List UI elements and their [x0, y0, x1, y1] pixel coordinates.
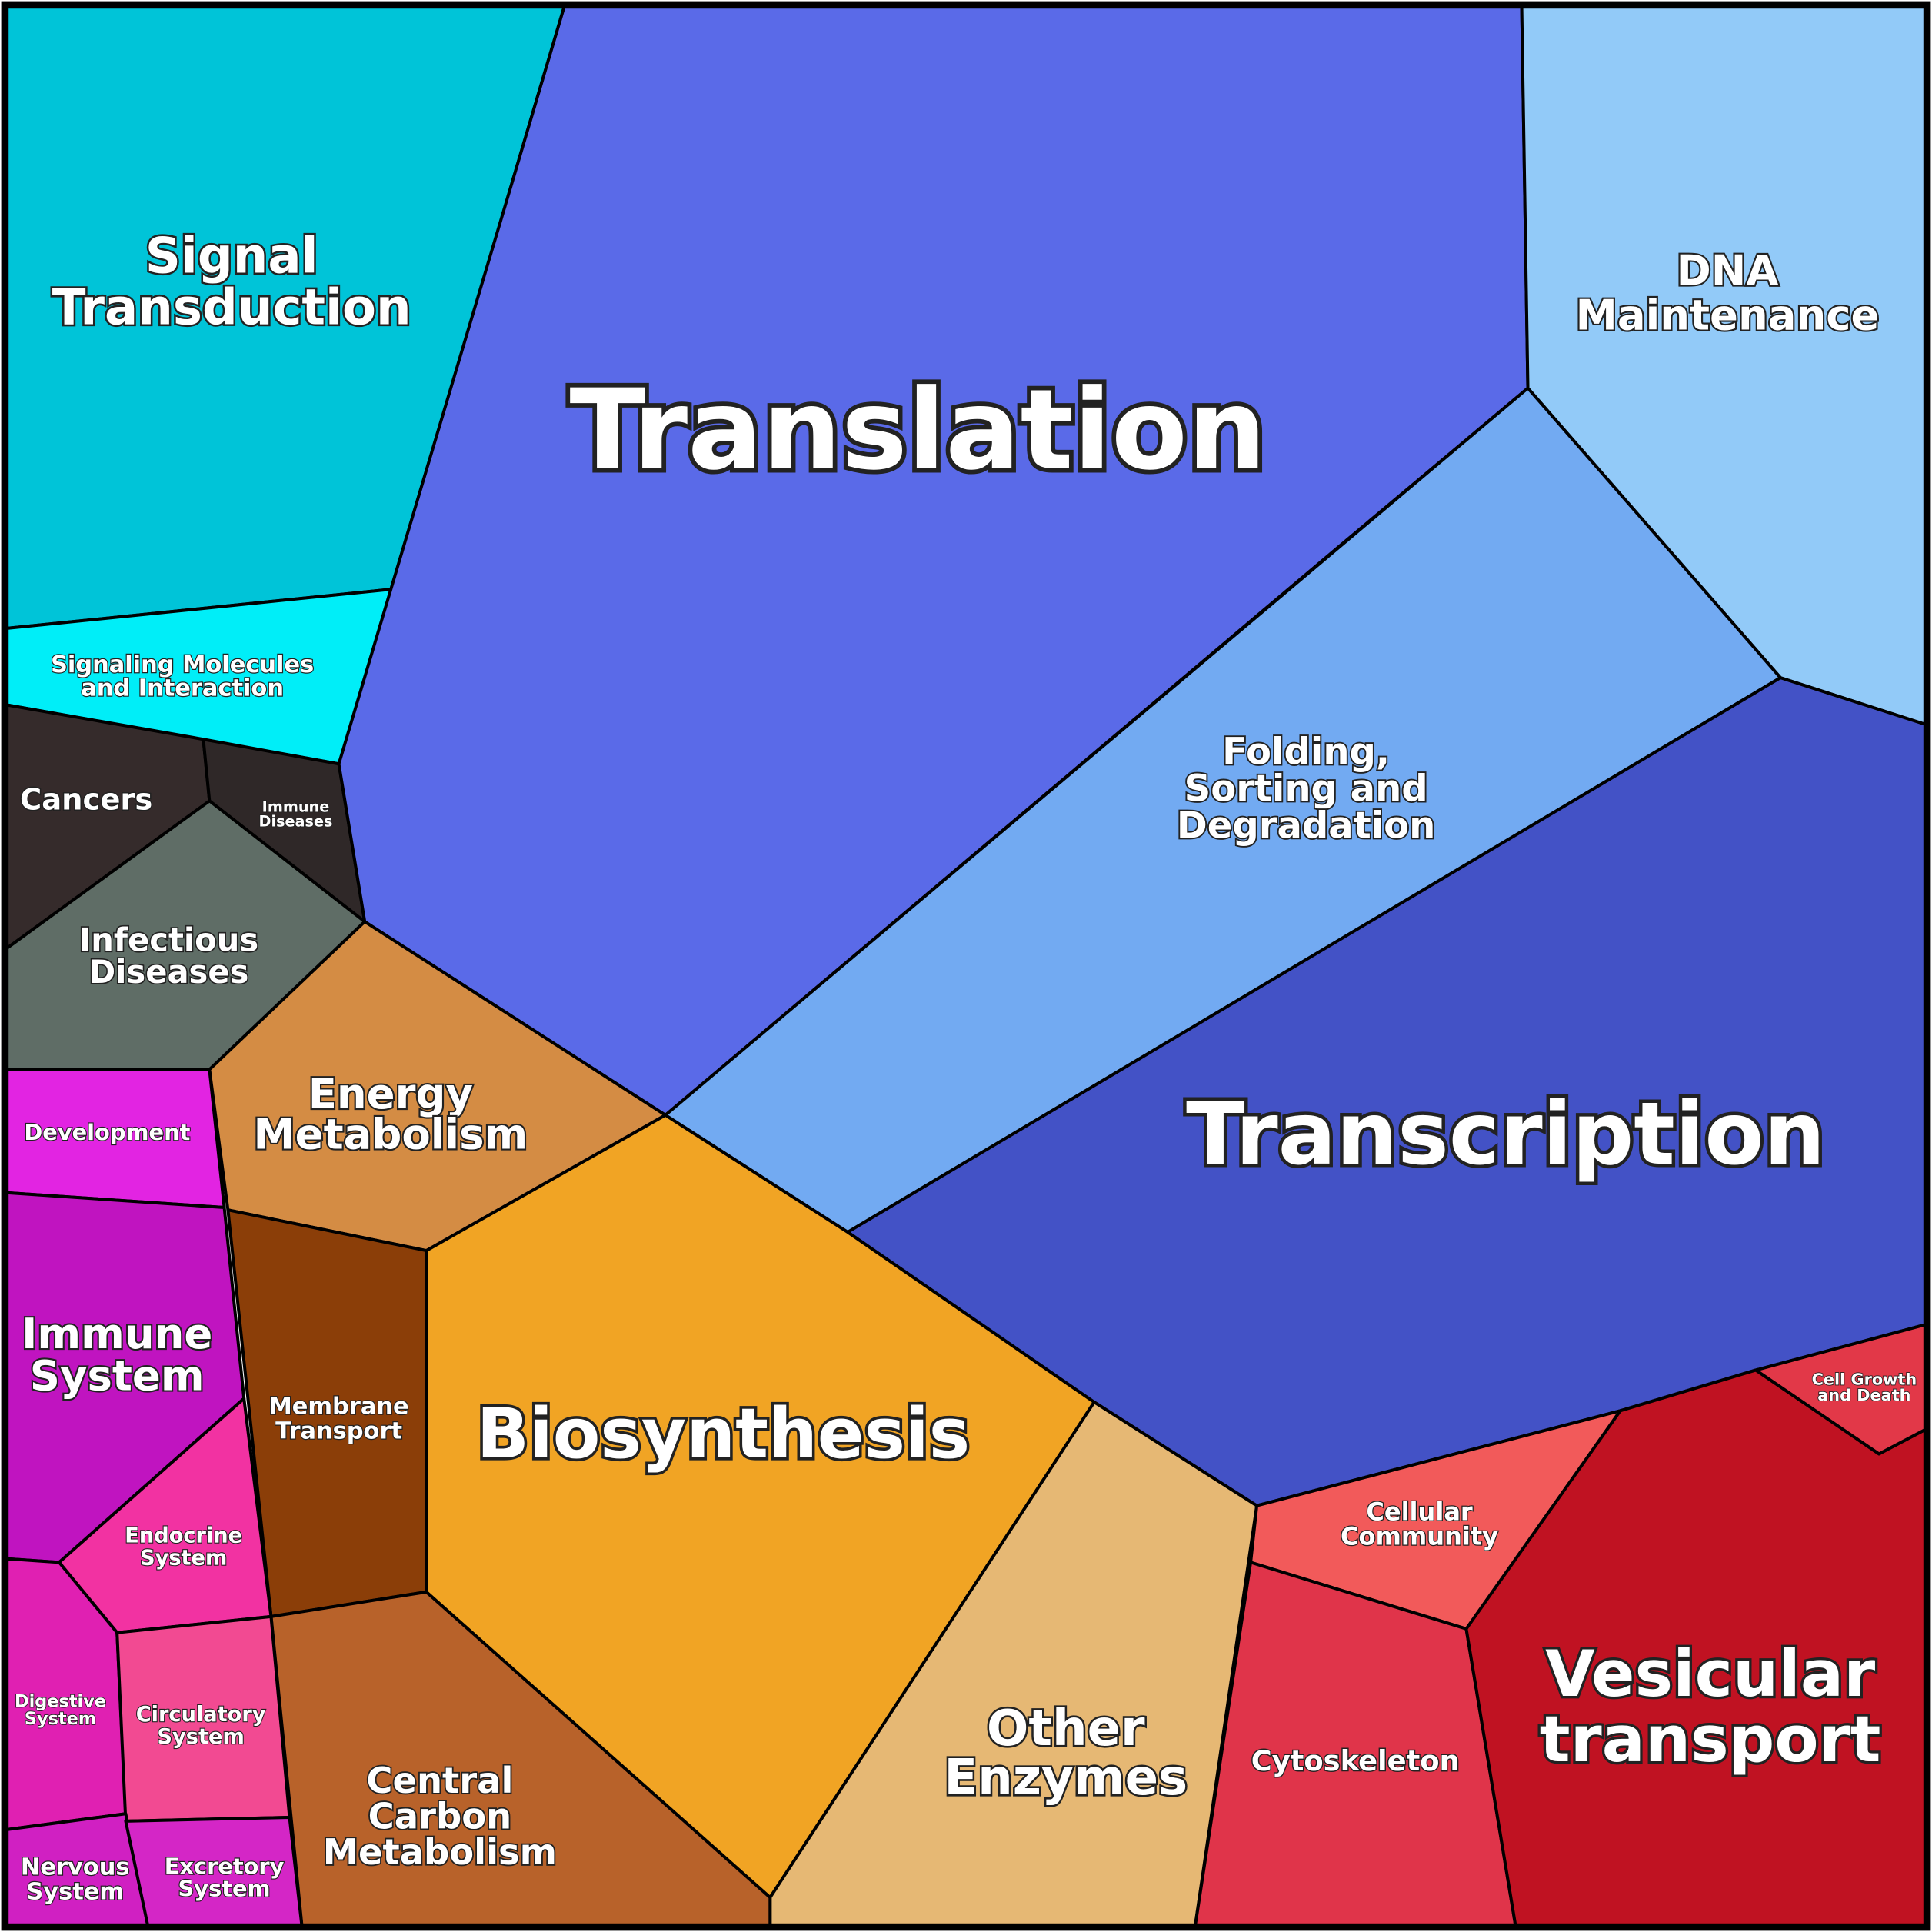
region-label: Folding, Sorting and Degradation [1177, 730, 1435, 847]
region-label: Membrane Transport [268, 1393, 408, 1444]
label-line: Immune [262, 798, 330, 815]
label-line: System [30, 1351, 205, 1401]
label-line: Nervous [21, 1854, 130, 1880]
region-label: Cellular Community [1341, 1497, 1498, 1551]
label-line: System [178, 1876, 271, 1902]
region-label: Immune System [22, 1309, 212, 1400]
region-label: Translation [569, 365, 1266, 495]
region-label: Other Enzymes [944, 1700, 1188, 1806]
label-line: Membrane [268, 1393, 408, 1420]
label-line: Circulatory [136, 1703, 266, 1727]
cells [5, 5, 1927, 1927]
label-line: Enzymes [944, 1750, 1188, 1807]
label-line: System [26, 1878, 124, 1905]
label-line: Maintenance [1576, 290, 1880, 339]
label-line: and Interaction [81, 675, 284, 701]
label-line: Degradation [1177, 804, 1435, 848]
label-line: Infectious [79, 921, 258, 959]
label-line: Biosynthesis [477, 1395, 971, 1475]
region-label: Cancers [20, 782, 152, 817]
region-label: Endocrine System [125, 1524, 242, 1570]
label-line: Sorting and [1184, 768, 1428, 811]
region-label: Development [24, 1119, 190, 1145]
region-label: Circulatory System [136, 1703, 266, 1749]
label-line: Other [987, 1700, 1145, 1757]
label-line: Immune [22, 1309, 212, 1358]
region-label: Vesicular transport [1540, 1637, 1881, 1777]
label-line: Carbon [368, 1795, 512, 1837]
label-line: Translation [569, 365, 1266, 495]
label-line: Community [1341, 1521, 1498, 1551]
region-label: Excretory System [165, 1854, 285, 1902]
region-label: Transcription [1186, 1084, 1825, 1184]
label-line: Transport [275, 1417, 402, 1444]
label-line: Endocrine [125, 1524, 242, 1547]
label-line: Transduction [52, 279, 411, 336]
label-line: Cancers [20, 782, 152, 817]
label-line: Signaling Molecules [51, 651, 314, 678]
region-label: Biosynthesis [477, 1395, 971, 1475]
label-line: transport [1540, 1702, 1881, 1777]
label-line: DNA [1677, 246, 1779, 295]
label-line: System [157, 1724, 244, 1748]
label-line: Central [366, 1760, 513, 1801]
label-line: Metabolism [323, 1831, 557, 1873]
label-line: Digestive [15, 1691, 106, 1711]
label-line: Metabolism [253, 1110, 528, 1159]
region-label: Immune Diseases [259, 798, 333, 830]
region-label: Infectious Diseases [79, 921, 258, 991]
label-line: Excretory [165, 1854, 285, 1880]
region-label: Cell Growth and Death [1812, 1370, 1917, 1404]
label-line: Folding, [1222, 730, 1390, 773]
region-label: Central Carbon Metabolism [323, 1760, 557, 1873]
label-line: and Death [1817, 1386, 1910, 1404]
label-line: Vesicular [1545, 1637, 1875, 1711]
label-line: System [25, 1708, 96, 1728]
label-line: System [140, 1546, 227, 1570]
label-line: Cell Growth [1812, 1370, 1917, 1388]
region-label: Signaling Molecules and Interaction [51, 651, 314, 701]
label-line: Diseases [89, 953, 249, 991]
region-label: Digestive System [15, 1691, 106, 1728]
label-line: Energy [308, 1069, 473, 1118]
region-label: Signal Transduction [52, 228, 411, 336]
label-line: Transcription [1186, 1084, 1825, 1184]
region-label: DNA Maintenance [1576, 246, 1880, 340]
region-label: Cytoskeleton [1251, 1744, 1460, 1777]
region-label: Energy Metabolism [253, 1069, 528, 1159]
region-label: Nervous System [21, 1854, 130, 1905]
label-line: Cytoskeleton [1251, 1744, 1460, 1777]
label-line: Diseases [259, 812, 333, 830]
label-line: Signal [145, 228, 318, 285]
label-line: Development [24, 1119, 190, 1145]
label-line: Cellular [1366, 1497, 1473, 1526]
